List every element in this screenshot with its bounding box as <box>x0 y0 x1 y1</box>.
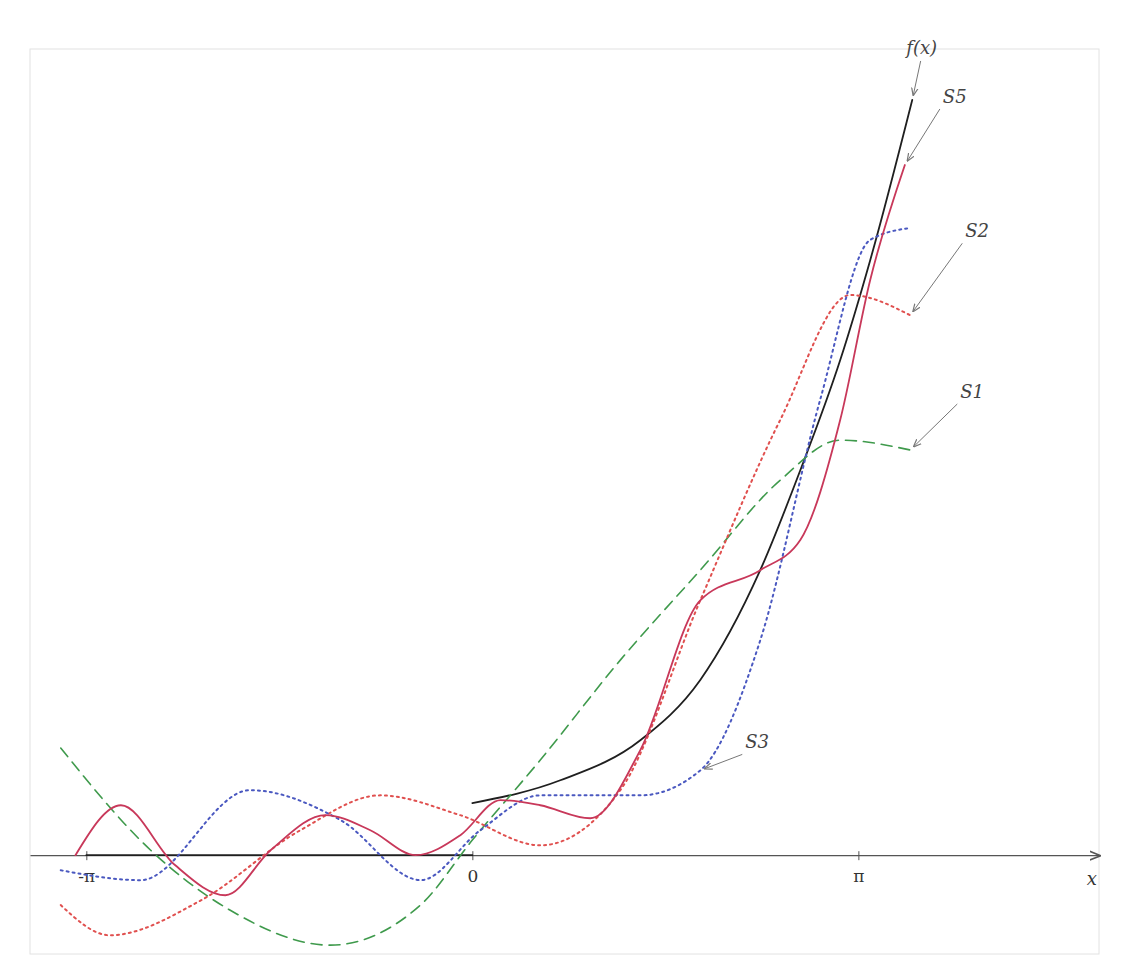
leader-arrow <box>908 109 940 161</box>
x-tick: -π <box>78 851 95 886</box>
series-lines <box>61 100 913 945</box>
series-line <box>86 100 912 855</box>
x-tick-label: π <box>853 866 864 886</box>
chart: -π 0 π x f(x) S1 S2 S3 S5 <box>0 0 1142 962</box>
curve-label: S2 <box>965 220 989 241</box>
curve-label: S3 <box>745 731 769 752</box>
curve-label: f(x) <box>904 37 937 58</box>
leader-arrow <box>913 243 962 311</box>
curve-labels: f(x) S1 S2 S3 S5 <box>705 37 989 769</box>
x-tick-label: 0 <box>467 866 478 886</box>
leader-arrow <box>914 404 957 447</box>
x-tick: 0 <box>467 851 478 886</box>
x-tick: π <box>853 851 864 886</box>
x-axis: -π 0 π <box>31 851 1100 886</box>
series-line <box>61 228 911 880</box>
leader-arrow <box>705 754 742 768</box>
leader-arrow <box>913 61 920 95</box>
series-line <box>75 165 904 895</box>
curve-label: S1 <box>960 381 984 402</box>
plot-frame <box>30 49 1099 954</box>
curve-label: S5 <box>943 86 967 107</box>
x-axis-title: x <box>1087 868 1097 889</box>
x-tick-mark <box>858 851 859 860</box>
series-line <box>61 295 911 935</box>
series-line <box>61 440 911 945</box>
